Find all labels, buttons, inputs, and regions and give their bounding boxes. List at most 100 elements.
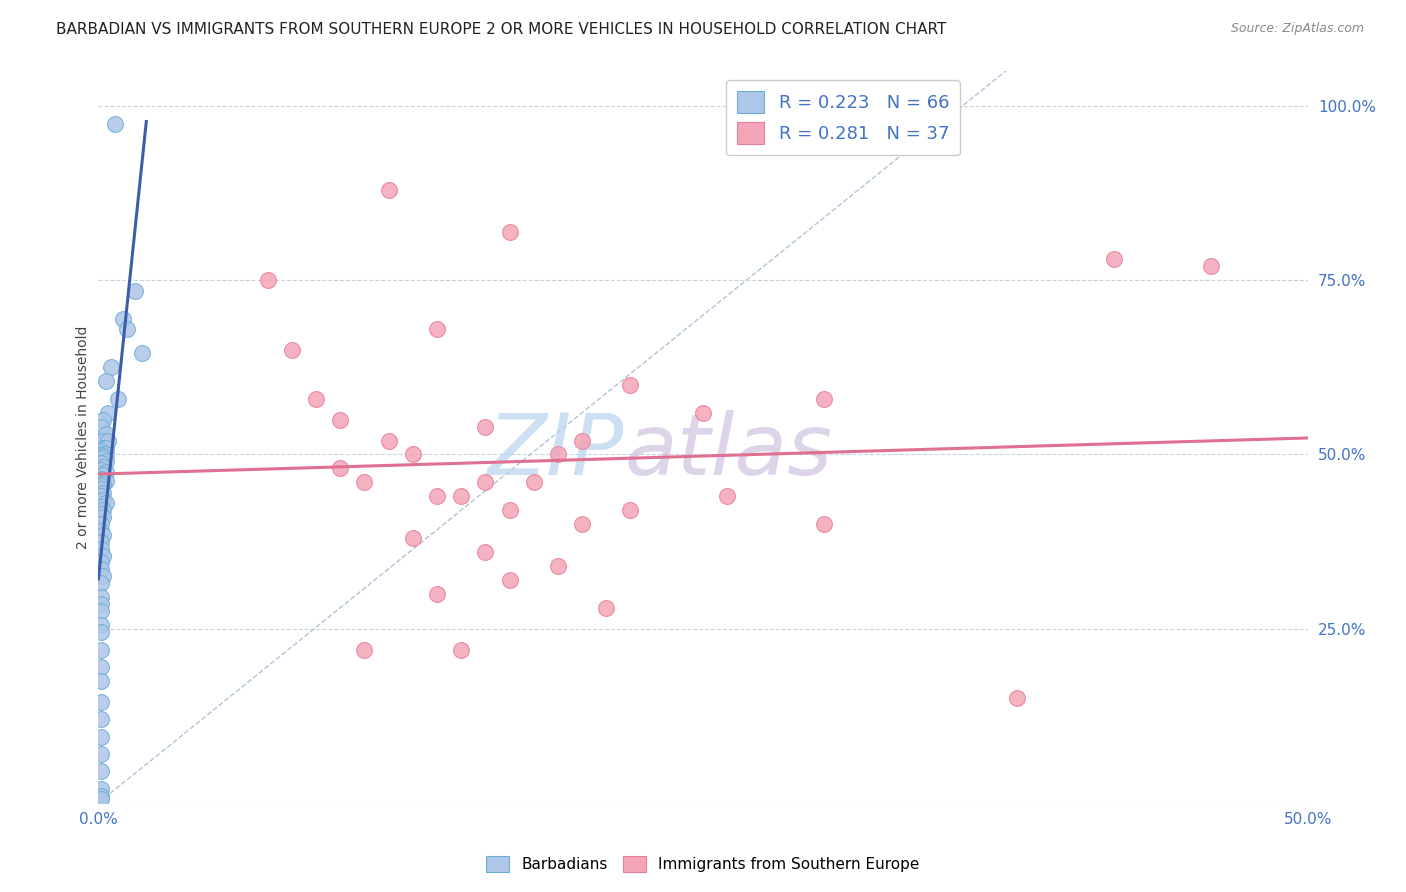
- Point: [90, 456, 112, 470]
- Point: [90, 604, 112, 618]
- Point: [523, 475, 546, 490]
- Point: [716, 489, 738, 503]
- Point: [131, 346, 153, 360]
- Text: BARBADIAN VS IMMIGRANTS FROM SOUTHERN EUROPE 2 OR MORE VEHICLES IN HOUSEHOLD COR: BARBADIAN VS IMMIGRANTS FROM SOUTHERN EU…: [56, 22, 946, 37]
- Point: [94, 474, 117, 488]
- Point: [91, 412, 114, 426]
- Point: [1199, 260, 1222, 274]
- Point: [91, 527, 114, 541]
- Point: [402, 531, 425, 545]
- Point: [90, 556, 112, 570]
- Point: [377, 183, 399, 197]
- Point: [91, 460, 114, 475]
- Y-axis label: 2 or more Vehicles in Household: 2 or more Vehicles in Household: [76, 326, 90, 549]
- Text: ZIP: ZIP: [488, 410, 624, 493]
- Point: [90, 781, 112, 796]
- Point: [90, 792, 112, 806]
- Point: [90, 483, 112, 497]
- Point: [498, 225, 520, 239]
- Point: [90, 660, 112, 674]
- Point: [94, 496, 117, 510]
- Text: 0.0%: 0.0%: [79, 812, 118, 827]
- Point: [91, 449, 114, 463]
- Point: [402, 448, 425, 462]
- Legend: Barbadians, Immigrants from Southern Europe: Barbadians, Immigrants from Southern Eur…: [478, 848, 928, 880]
- Point: [90, 712, 112, 726]
- Point: [90, 472, 112, 486]
- Point: [692, 406, 714, 420]
- Point: [571, 434, 593, 448]
- Point: [91, 434, 114, 448]
- Point: [90, 524, 112, 538]
- Point: [498, 573, 520, 587]
- Point: [281, 343, 304, 357]
- Point: [474, 545, 496, 559]
- Point: [90, 419, 112, 434]
- Point: [90, 789, 112, 803]
- Point: [90, 534, 112, 549]
- Point: [426, 322, 449, 336]
- Point: [329, 461, 352, 475]
- Text: 50.0%: 50.0%: [1284, 812, 1331, 827]
- Point: [90, 489, 112, 503]
- Point: [107, 392, 129, 406]
- Point: [94, 448, 117, 462]
- Point: [111, 311, 134, 326]
- Point: [90, 517, 112, 532]
- Point: [91, 510, 114, 524]
- Point: [90, 562, 112, 576]
- Point: [91, 450, 114, 465]
- Point: [353, 642, 375, 657]
- Point: [91, 468, 114, 483]
- Point: [100, 360, 122, 375]
- Point: [90, 444, 112, 458]
- Point: [450, 642, 472, 657]
- Point: [91, 476, 114, 491]
- Point: [256, 273, 278, 287]
- Point: [813, 517, 835, 532]
- Point: [94, 465, 117, 479]
- Point: [547, 558, 569, 573]
- Point: [474, 419, 496, 434]
- Point: [571, 517, 593, 532]
- Point: [91, 492, 114, 507]
- Point: [450, 489, 472, 503]
- Point: [90, 618, 112, 632]
- Point: [90, 541, 112, 556]
- Point: [547, 448, 569, 462]
- Legend: R = 0.223   N = 66, R = 0.281   N = 37: R = 0.223 N = 66, R = 0.281 N = 37: [727, 80, 960, 155]
- Point: [91, 441, 114, 455]
- Point: [595, 600, 617, 615]
- Point: [90, 463, 112, 477]
- Point: [813, 392, 835, 406]
- Point: [91, 503, 114, 517]
- Point: [91, 549, 114, 563]
- Point: [305, 392, 328, 406]
- Point: [90, 591, 112, 605]
- Point: [90, 673, 112, 688]
- Point: [619, 503, 641, 517]
- Point: [90, 747, 112, 761]
- Point: [90, 764, 112, 779]
- Point: [94, 426, 117, 441]
- Point: [426, 489, 449, 503]
- Point: [90, 695, 112, 709]
- Point: [426, 587, 449, 601]
- Point: [498, 503, 520, 517]
- Point: [94, 441, 117, 455]
- Point: [91, 448, 114, 462]
- Point: [91, 569, 114, 583]
- Point: [97, 434, 120, 448]
- Point: [90, 642, 112, 657]
- Point: [90, 500, 112, 514]
- Point: [104, 117, 127, 131]
- Point: [90, 507, 112, 521]
- Point: [90, 625, 112, 640]
- Point: [90, 576, 112, 591]
- Text: atlas: atlas: [624, 410, 832, 493]
- Point: [94, 454, 117, 468]
- Text: Source: ZipAtlas.com: Source: ZipAtlas.com: [1230, 22, 1364, 36]
- Point: [97, 406, 120, 420]
- Point: [1102, 252, 1125, 267]
- Point: [474, 475, 496, 490]
